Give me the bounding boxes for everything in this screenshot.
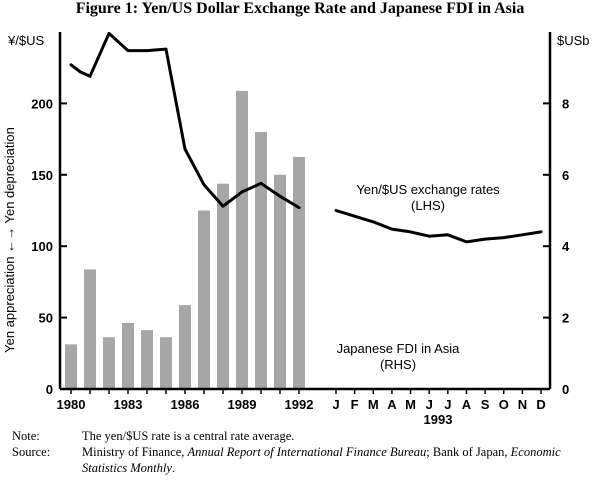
x-tick-label-month-3: M: [368, 397, 379, 412]
source-text: Ministry of Finance, Annual Report of In…: [82, 444, 592, 476]
bar-series-label-2: (RHS): [380, 357, 416, 372]
right-tick-label-4: 4: [562, 239, 570, 254]
x-tick-label-month-10: O: [499, 397, 509, 412]
note-label: Note:: [12, 429, 40, 443]
left-axis-unit: ¥/$US: [7, 33, 44, 48]
source-italic-2: Economic Statistics Monthly: [82, 445, 561, 475]
exchange-rate-line-annual: [69, 31, 301, 210]
fdi-bar-1987: [198, 210, 210, 389]
fdi-bars: [65, 90, 305, 390]
x-tick-label-month-6: J: [426, 397, 433, 412]
right-tick-label-2: 2: [562, 311, 569, 326]
month-year-label: 1993: [424, 412, 453, 427]
fdi-bar-1984: [141, 330, 153, 389]
source-label: Source:: [12, 445, 51, 459]
note-text: The yen/$US rate is a central rate avera…: [82, 429, 295, 443]
fdi-bar-1991: [274, 174, 286, 389]
right-tick-label-8: 8: [562, 96, 569, 111]
right-axis-unit: $USb: [557, 33, 590, 48]
x-tick-label-month-5: M: [405, 397, 416, 412]
left-tick-label-200: 200: [31, 96, 53, 111]
x-tick-label-month-9: S: [481, 397, 490, 412]
x-tick-label-month-8: A: [462, 397, 472, 412]
x-tick-label-month-7: J: [444, 397, 451, 412]
right-tick-label-0: 0: [562, 382, 569, 397]
x-tick-label-1983: 1983: [114, 397, 143, 412]
fdi-bar-1983: [122, 323, 134, 389]
fdi-bar-1988: [217, 183, 229, 389]
bar-series-label-1: Japanese FDI in Asia: [337, 341, 461, 356]
source-part-1: Ministry of Finance,: [82, 445, 188, 459]
left-tick-label-0: 0: [46, 382, 53, 397]
fdi-bar-1982: [103, 337, 115, 389]
x-tick-label-1992: 1992: [285, 397, 314, 412]
source-row: Source: Ministry of Finance, Annual Repo…: [12, 444, 592, 476]
x-tick-label-1986: 1986: [171, 397, 200, 412]
x-tick-label-1989: 1989: [228, 397, 257, 412]
source-part-3: .: [171, 461, 176, 475]
note-row: Note: The yen/$US rate is a central rate…: [12, 428, 592, 444]
fdi-bar-1986: [179, 305, 191, 389]
line-series-label-1: Yen/$US exchange rates: [356, 182, 500, 197]
x-tick-label-month-11: N: [518, 397, 527, 412]
line-series-label-2: (LHS): [411, 198, 445, 213]
exchange-rate-line-monthly: [334, 209, 543, 244]
fdi-bar-1992: [293, 156, 305, 389]
source-part-2: ; Bank of Japan,: [426, 445, 511, 459]
x-tick-label-month-1: J: [332, 397, 339, 412]
x-tick-label-month-12: D: [536, 397, 545, 412]
x-tick-label-1980: 1980: [57, 397, 86, 412]
fdi-bar-1981: [84, 269, 96, 389]
x-tick-label-month-2: F: [351, 397, 359, 412]
right-tick-label-6: 6: [562, 168, 569, 183]
left-tick-label-150: 150: [31, 168, 53, 183]
left-tick-label-50: 50: [39, 311, 53, 326]
fdi-bar-1989: [236, 90, 248, 390]
x-tick-label-month-4: A: [387, 397, 397, 412]
exchange-rate-lines: [69, 31, 543, 244]
fdi-bar-1985: [160, 337, 172, 389]
figure-title: Figure 1: Yen/US Dollar Exchange Rate an…: [75, 0, 525, 17]
fdi-bar-1990: [255, 132, 267, 389]
axes: [58, 32, 552, 394]
fdi-bar-1980: [65, 344, 77, 389]
left-axis-title: Yen appreciation ←→ Yen depreciation: [2, 127, 17, 353]
notes: Note: The yen/$US rate is a central rate…: [12, 428, 592, 476]
left-tick-label-100: 100: [31, 239, 53, 254]
source-italic-1: Annual Report of International Finance B…: [187, 445, 427, 459]
